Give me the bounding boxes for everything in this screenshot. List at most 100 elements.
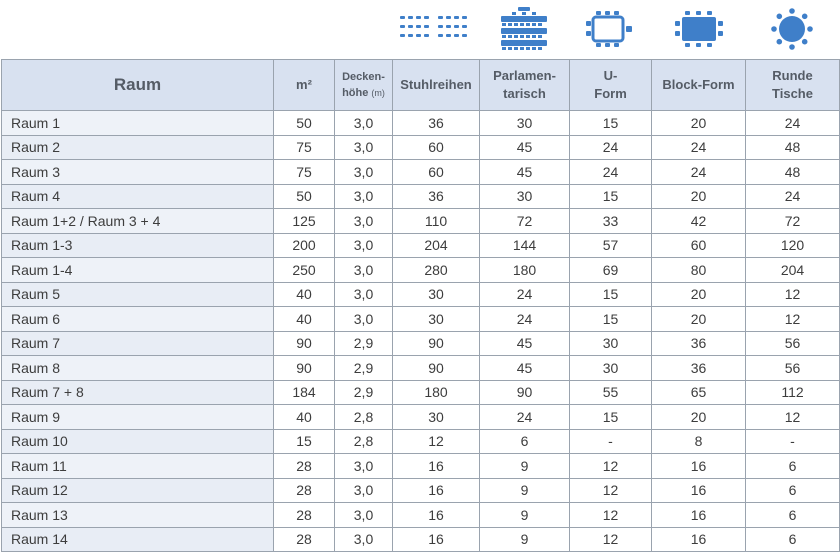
cell-block-form: 65: [651, 379, 746, 405]
block-table-icon: [652, 0, 746, 58]
cell-stuhlreihen: 60: [392, 134, 480, 160]
cell-stuhlreihen: 16: [392, 502, 480, 528]
cell-raum: Raum 1+2 / Raum 3 + 4: [1, 208, 274, 234]
cell-u-form: 12: [569, 502, 652, 528]
cell-raum: Raum 13: [1, 502, 274, 528]
table-row: Raum 1 50 3,0 36 30 15 20 24: [1, 110, 840, 136]
cell-runde-tische: 24: [745, 110, 840, 136]
cell-u-form: 24: [569, 159, 652, 185]
cell-m2: 184: [273, 379, 335, 405]
cell-stuhlreihen: 36: [392, 110, 480, 136]
cell-runde-tische: 12: [745, 306, 840, 332]
cell-raum: Raum 1: [1, 110, 274, 136]
cell-u-form: 30: [569, 330, 652, 356]
cell-runde-tische: 6: [745, 477, 840, 503]
table-row: Raum 7 + 8 184 2,9 180 90 55 65 112: [1, 379, 840, 405]
header-runde-tische: Runde Tische: [745, 59, 840, 111]
cell-parlamentarisch: 180: [479, 257, 570, 283]
table-row: Raum 4 50 3,0 36 30 15 20 24: [1, 183, 840, 209]
table-row: Raum 1-4 250 3,0 280 180 69 80 204: [1, 257, 840, 283]
cell-parlamentarisch: 45: [479, 355, 570, 381]
cell-deckenhoehe: 3,0: [334, 306, 393, 332]
cell-block-form: 60: [651, 232, 746, 258]
cell-block-form: 20: [651, 281, 746, 307]
cell-block-form: 20: [651, 110, 746, 136]
cell-runde-tische: 112: [745, 379, 840, 405]
cell-raum: Raum 2: [1, 134, 274, 160]
cell-runde-tische: 12: [745, 404, 840, 430]
cell-m2: 28: [273, 477, 335, 503]
cell-stuhlreihen: 30: [392, 281, 480, 307]
cell-raum: Raum 12: [1, 477, 274, 503]
cell-deckenhoehe: 3,0: [334, 208, 393, 234]
cell-stuhlreihen: 30: [392, 404, 480, 430]
cell-block-form: 16: [651, 526, 746, 552]
cell-u-form: 12: [569, 477, 652, 503]
cell-m2: 40: [273, 404, 335, 430]
cell-raum: Raum 6: [1, 306, 274, 332]
cell-runde-tische: 204: [745, 257, 840, 283]
cell-raum: Raum 8: [1, 355, 274, 381]
header-raum: Raum: [1, 59, 274, 111]
cell-u-form: 33: [569, 208, 652, 234]
table-row: Raum 6 40 3,0 30 24 15 20 12: [1, 306, 840, 332]
cell-block-form: 20: [651, 306, 746, 332]
cell-deckenhoehe: 2,8: [334, 404, 393, 430]
cell-deckenhoehe: 2,9: [334, 379, 393, 405]
cell-u-form: 15: [569, 306, 652, 332]
cell-m2: 90: [273, 355, 335, 381]
cell-u-form: 69: [569, 257, 652, 283]
cell-stuhlreihen: 204: [392, 232, 480, 258]
u-shape-table-icon: [569, 0, 651, 58]
cell-deckenhoehe: 2,8: [334, 428, 393, 454]
cell-u-form: 15: [569, 183, 652, 209]
table-row: Raum 12 28 3,0 16 9 12 16 6: [1, 477, 840, 503]
cell-stuhlreihen: 16: [392, 526, 480, 552]
cell-runde-tische: 6: [745, 502, 840, 528]
cell-parlamentarisch: 30: [479, 110, 570, 136]
cell-deckenhoehe: 3,0: [334, 110, 393, 136]
parliament-icon: [479, 0, 569, 58]
table-body: Raum 1 50 3,0 36 30 15 20 24 Raum 2 75 3,0 60 45 24 24…: [1, 110, 840, 552]
cell-runde-tische: 72: [745, 208, 840, 234]
cell-stuhlreihen: 16: [392, 477, 480, 503]
cell-u-form: 55: [569, 379, 652, 405]
cell-m2: 28: [273, 502, 335, 528]
cell-stuhlreihen: 36: [392, 183, 480, 209]
cell-parlamentarisch: 45: [479, 330, 570, 356]
cell-runde-tische: 24: [745, 183, 840, 209]
cell-block-form: 80: [651, 257, 746, 283]
cell-m2: 15: [273, 428, 335, 454]
table-row: Raum 11 28 3,0 16 9 12 16 6: [1, 453, 840, 479]
cell-deckenhoehe: 2,9: [334, 330, 393, 356]
cell-parlamentarisch: 45: [479, 159, 570, 185]
cell-parlamentarisch: 9: [479, 526, 570, 552]
seating-icons-row: [0, 0, 840, 58]
cell-m2: 90: [273, 330, 335, 356]
cell-parlamentarisch: 6: [479, 428, 570, 454]
cell-raum: Raum 7 + 8: [1, 379, 274, 405]
cell-parlamentarisch: 30: [479, 183, 570, 209]
cell-deckenhoehe: 3,0: [334, 477, 393, 503]
cell-runde-tische: 48: [745, 159, 840, 185]
cell-parlamentarisch: 72: [479, 208, 570, 234]
cell-raum: Raum 1-3: [1, 232, 274, 258]
cell-deckenhoehe: 3,0: [334, 502, 393, 528]
cell-stuhlreihen: 110: [392, 208, 480, 234]
table-row: Raum 3 75 3,0 60 45 24 24 48: [1, 159, 840, 185]
header-block-form: Block-Form: [651, 59, 746, 111]
cell-runde-tische: 6: [745, 453, 840, 479]
table-row: Raum 10 15 2,8 12 6-8-: [1, 428, 840, 454]
table-row: Raum 8 90 2,9 90 45 30 36 56: [1, 355, 840, 381]
cell-parlamentarisch: 144: [479, 232, 570, 258]
cell-u-form: 15: [569, 281, 652, 307]
cell-deckenhoehe: 3,0: [334, 281, 393, 307]
cell-parlamentarisch: 24: [479, 281, 570, 307]
cell-deckenhoehe: 3,0: [334, 159, 393, 185]
table-row: Raum 5 40 3,0 30 24 15 20 12: [1, 281, 840, 307]
cell-parlamentarisch: 9: [479, 502, 570, 528]
cell-m2: 28: [273, 526, 335, 552]
cell-deckenhoehe: 3,0: [334, 134, 393, 160]
cell-u-form: 15: [569, 110, 652, 136]
room-capacity-table: Raum m² Decken-höhe (m) Stuhlreihen Parl…: [1, 59, 840, 552]
